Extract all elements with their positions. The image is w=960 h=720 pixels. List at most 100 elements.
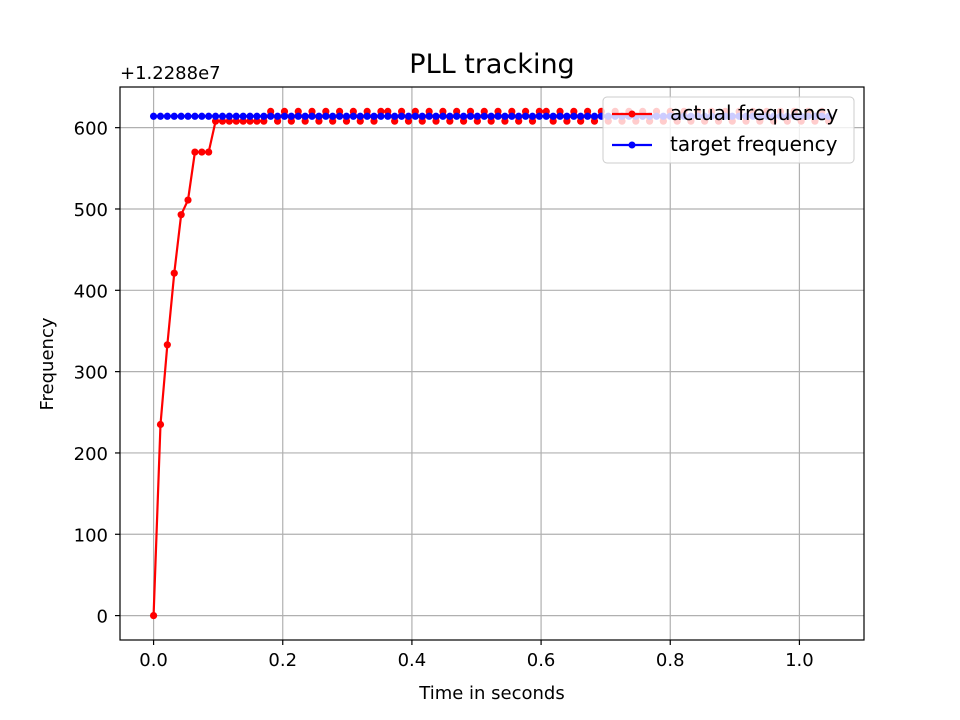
target-frequency-point xyxy=(260,112,268,120)
target-frequency-point xyxy=(349,112,357,120)
legend-box xyxy=(602,96,855,164)
legend-actual-label: actual frequency xyxy=(670,101,838,125)
target-frequency-point xyxy=(473,112,481,120)
chart-title: PLL tracking xyxy=(409,49,574,80)
target-frequency-point xyxy=(294,112,302,120)
y-tick-label: 0 xyxy=(97,607,108,628)
legend: actual frequency target frequency xyxy=(602,96,855,164)
x-tick-label: 0.0 xyxy=(139,650,168,671)
target-frequency-point xyxy=(459,112,468,120)
actual-frequency-point xyxy=(205,148,213,156)
y-tick-label: 600 xyxy=(74,119,108,140)
target-frequency-point xyxy=(246,112,254,120)
target-frequency-point xyxy=(308,112,316,120)
target-frequency-point xyxy=(577,112,585,120)
target-frequency-point xyxy=(432,112,440,120)
target-frequency-point xyxy=(239,112,247,120)
target-frequency-point xyxy=(549,112,557,120)
actual-frequency-point xyxy=(177,211,185,219)
actual-frequency-point xyxy=(184,196,192,204)
target-frequency-point xyxy=(528,112,537,120)
target-frequency-point xyxy=(439,112,447,120)
target-frequency-point xyxy=(218,112,227,120)
target-frequency-point xyxy=(342,112,351,120)
target-frequency-point xyxy=(253,112,261,120)
target-frequency-point xyxy=(404,112,413,120)
target-frequency-point xyxy=(521,112,530,120)
target-frequency-point xyxy=(570,112,578,120)
grid-lines xyxy=(120,87,864,640)
target-frequency-point xyxy=(411,112,419,120)
target-frequency-point xyxy=(273,112,282,120)
y-tick-label: 500 xyxy=(74,200,108,221)
target-frequency-point xyxy=(163,112,171,120)
target-frequency-point xyxy=(198,112,206,120)
target-frequency-point xyxy=(301,112,309,120)
axis-ticks: 0.0 0.2 0.4 0.6 0.8 1.0 0 100 200 300 400 500 600 xyxy=(74,119,814,671)
y-tick-label: 400 xyxy=(74,281,108,302)
target-frequency-point xyxy=(280,112,289,120)
target-frequency-point xyxy=(232,112,240,120)
target-frequency-point xyxy=(590,112,599,120)
target-frequency-point xyxy=(184,112,192,120)
target-frequency-point xyxy=(156,112,165,120)
x-tick-label: 0.8 xyxy=(656,650,685,671)
target-frequency-point xyxy=(480,112,488,120)
actual-frequency-point xyxy=(170,269,178,277)
target-frequency-point xyxy=(177,112,185,120)
target-frequency-point xyxy=(508,112,516,120)
target-frequency-point xyxy=(397,112,406,120)
target-frequency-point xyxy=(494,112,502,120)
target-frequency-point xyxy=(583,112,592,120)
target-frequency-point xyxy=(205,112,213,120)
y-axis-label: Frequency xyxy=(37,317,58,410)
target-frequency-point xyxy=(191,112,199,120)
target-frequency-point xyxy=(535,112,543,120)
target-frequency-point xyxy=(501,112,509,120)
target-frequency-point xyxy=(315,112,323,120)
target-frequency-point xyxy=(377,112,385,120)
y-tick-label: 300 xyxy=(74,363,108,384)
y-tick-label: 100 xyxy=(74,525,108,546)
actual-frequency-point xyxy=(149,612,158,620)
target-frequency-point xyxy=(391,112,399,120)
x-tick-label: 1.0 xyxy=(785,650,814,671)
actual-frequency-point xyxy=(163,341,171,349)
target-frequency-point xyxy=(556,112,564,120)
x-tick-label: 0.6 xyxy=(527,650,556,671)
target-frequency-point xyxy=(225,112,233,120)
y-tick-label: 200 xyxy=(74,444,108,465)
target-frequency-point xyxy=(267,112,275,120)
target-frequency-point xyxy=(453,112,461,120)
target-frequency-point xyxy=(563,112,571,120)
target-frequency-point xyxy=(356,112,364,120)
actual-frequency-point xyxy=(191,148,199,156)
x-tick-label: 0.4 xyxy=(398,650,427,671)
target-frequency-point xyxy=(446,112,454,120)
target-frequency-point xyxy=(466,112,475,120)
target-frequency-point xyxy=(287,112,295,120)
legend-actual-marker xyxy=(628,110,636,118)
target-frequency-point xyxy=(322,112,330,120)
target-frequency-point xyxy=(515,112,523,120)
target-frequency-point xyxy=(425,112,433,120)
x-axis-label: Time in seconds xyxy=(418,683,564,704)
target-frequency-point xyxy=(370,112,378,120)
legend-target-label: target frequency xyxy=(670,132,838,156)
target-frequency-point xyxy=(418,112,426,120)
x-tick-label: 0.2 xyxy=(268,650,297,671)
axes-frame xyxy=(119,86,865,641)
target-frequency-point xyxy=(542,112,550,120)
legend-target-marker xyxy=(628,141,636,149)
target-frequency-point xyxy=(335,112,344,120)
actual-frequency-point xyxy=(156,420,165,429)
target-frequency-point xyxy=(149,112,158,120)
target-frequency-point xyxy=(384,112,392,120)
target-frequency-point xyxy=(363,112,371,120)
actual-frequency-point xyxy=(198,148,206,156)
target-frequency-point xyxy=(329,112,337,120)
target-frequency-point xyxy=(211,112,220,120)
target-frequency-point xyxy=(487,112,495,120)
y-offset-text: +1.2288e7 xyxy=(120,63,221,84)
